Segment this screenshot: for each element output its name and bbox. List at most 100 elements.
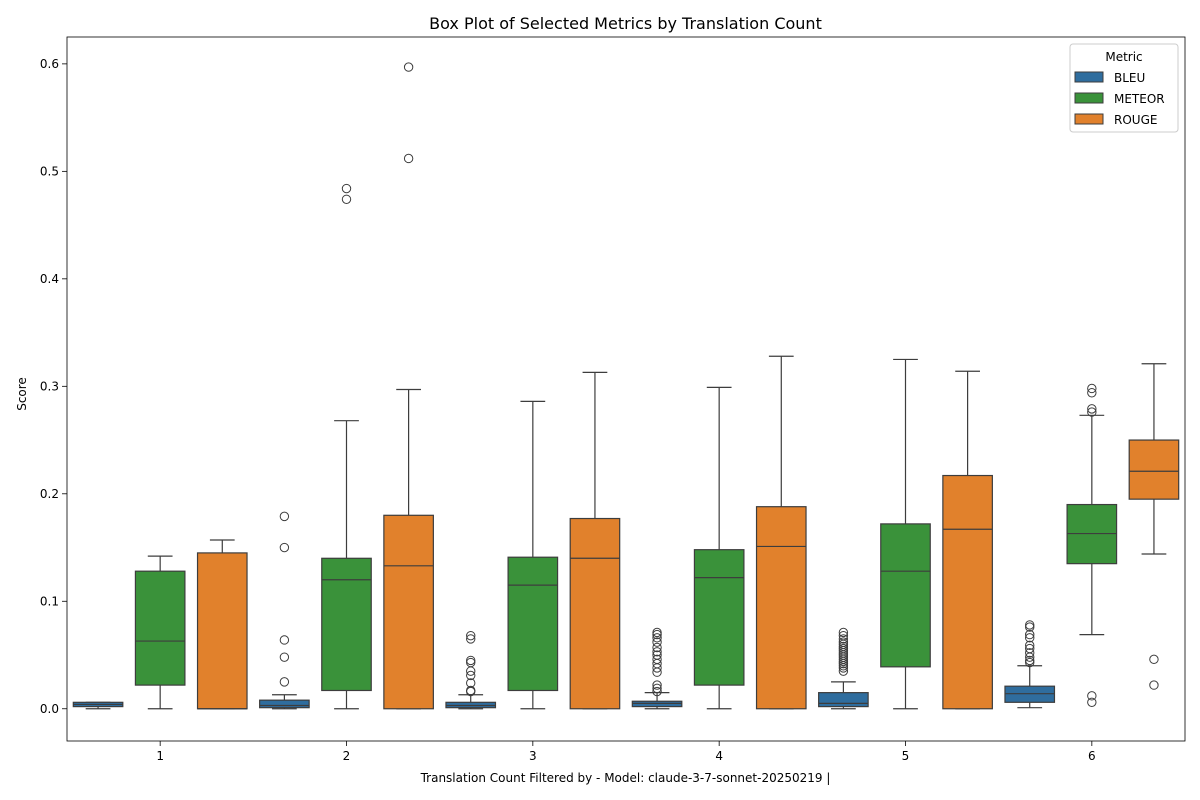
outlier-point — [838, 666, 849, 676]
outlier-point — [1025, 633, 1035, 643]
outlier-point — [466, 686, 476, 697]
y-tick-label: 0.6 — [40, 57, 59, 71]
y-tick-label: 0.4 — [40, 272, 59, 286]
outlier-point — [279, 635, 290, 645]
legend-swatch-meteor — [1074, 92, 1104, 104]
box-bleu-1 — [72, 701, 124, 710]
outlier-point — [652, 680, 662, 690]
plot-frame — [66, 36, 1186, 742]
y-tick-label: 0.5 — [40, 164, 59, 178]
x-tick-label: 3 — [529, 749, 537, 763]
legend-label-bleu: BLEU — [1114, 71, 1145, 85]
box-rouge-5 — [942, 370, 993, 710]
x-tick-label: 2 — [343, 749, 351, 763]
outlier-point — [1025, 640, 1035, 651]
outlier-point — [279, 511, 290, 522]
box-rouge-1 — [196, 539, 248, 710]
box-iqr — [818, 692, 869, 708]
box-meteor-4 — [693, 386, 745, 710]
outlier-point — [1087, 691, 1097, 701]
outlier-point — [652, 637, 662, 647]
outlier-point — [1025, 652, 1035, 662]
box-iqr — [942, 474, 993, 710]
legend-swatch-rouge — [1074, 113, 1104, 125]
box-iqr — [569, 517, 621, 710]
y-tick-label: 0.2 — [40, 487, 59, 501]
outlier-point — [279, 542, 290, 553]
box-bleu-6 — [1004, 620, 1056, 709]
outlier-point — [1087, 407, 1097, 417]
outlier-point — [652, 647, 662, 657]
outlier-point — [1087, 388, 1097, 398]
box-iqr — [134, 570, 186, 686]
box-meteor-5 — [880, 358, 931, 710]
box-iqr — [259, 699, 310, 709]
outlier-point — [652, 663, 662, 673]
outlier-point — [1025, 622, 1035, 632]
box-bleu-3 — [445, 630, 497, 710]
legend: Metric BLEU METEOR ROUGE — [1069, 43, 1179, 133]
outlier-point — [652, 627, 662, 638]
plot-area: 0.0 0.1 0.2 0.3 0.4 0.5 0.6 1 2 3 4 5 6 — [40, 36, 1186, 763]
outlier-point — [838, 634, 849, 644]
box-iqr — [383, 514, 434, 710]
outlier-point — [466, 634, 476, 644]
outlier-point — [1087, 383, 1097, 394]
legend-title: Metric — [1105, 50, 1142, 64]
outlier-point — [838, 658, 849, 669]
chart-title: Box Plot of Selected Metrics by Translat… — [429, 14, 822, 33]
box-meteor-2 — [321, 183, 372, 710]
box-iqr — [196, 552, 248, 710]
x-tick-label: 5 — [902, 749, 910, 763]
box-meteor-3 — [507, 400, 559, 710]
outlier-point — [341, 183, 352, 194]
outlier-point — [279, 677, 290, 687]
outlier-point — [1025, 629, 1035, 640]
outlier-point — [652, 629, 662, 640]
x-tick-label: 1 — [156, 749, 164, 763]
outlier-point — [838, 627, 849, 638]
outlier-point — [838, 656, 849, 667]
box-iqr — [880, 523, 931, 668]
outlier-point — [466, 670, 476, 681]
outlier-point — [403, 62, 414, 72]
box-bleu-4 — [631, 627, 683, 710]
box-rouge-2 — [383, 62, 434, 710]
y-tick-label: 0.3 — [40, 379, 59, 393]
box-iqr — [1128, 439, 1180, 500]
legend-box — [1069, 43, 1179, 133]
y-axis-label: Score — [15, 377, 29, 411]
outlier-point — [341, 194, 352, 204]
outlier-point — [838, 661, 849, 671]
legend-swatch-bleu — [1074, 71, 1104, 83]
outlier-point — [652, 686, 662, 697]
box-iqr — [755, 506, 807, 710]
box-iqr — [507, 556, 559, 692]
x-tick-label: 4 — [715, 749, 723, 763]
outlier-point — [1025, 620, 1035, 630]
outlier-point — [466, 655, 476, 666]
outlier-point — [1149, 680, 1159, 690]
outlier-point — [652, 683, 662, 694]
box-bleu-5 — [818, 627, 869, 710]
box-iqr — [693, 549, 745, 686]
outlier-point — [652, 642, 662, 653]
outlier-point — [1087, 697, 1097, 708]
outlier-point — [279, 652, 290, 662]
outlier-point — [403, 153, 414, 164]
x-axis-label: Translation Count Filtered by - Model: c… — [420, 771, 831, 785]
outlier-point — [652, 633, 662, 643]
y-tick-label: 0.1 — [40, 594, 59, 608]
box-meteor-6 — [1066, 383, 1118, 708]
legend-label-meteor: METEOR — [1114, 92, 1165, 106]
outlier-point — [466, 666, 476, 676]
outlier-point — [1087, 404, 1097, 414]
outlier-point — [1149, 654, 1159, 665]
outlier-point — [1025, 657, 1035, 668]
y-tick-label: 0.0 — [40, 702, 59, 716]
outlier-point — [1025, 655, 1035, 666]
box-iqr — [321, 557, 372, 692]
legend-label-rouge: ROUGE — [1114, 113, 1157, 127]
box-rouge-3 — [569, 371, 621, 710]
x-tick-label: 6 — [1088, 749, 1096, 763]
